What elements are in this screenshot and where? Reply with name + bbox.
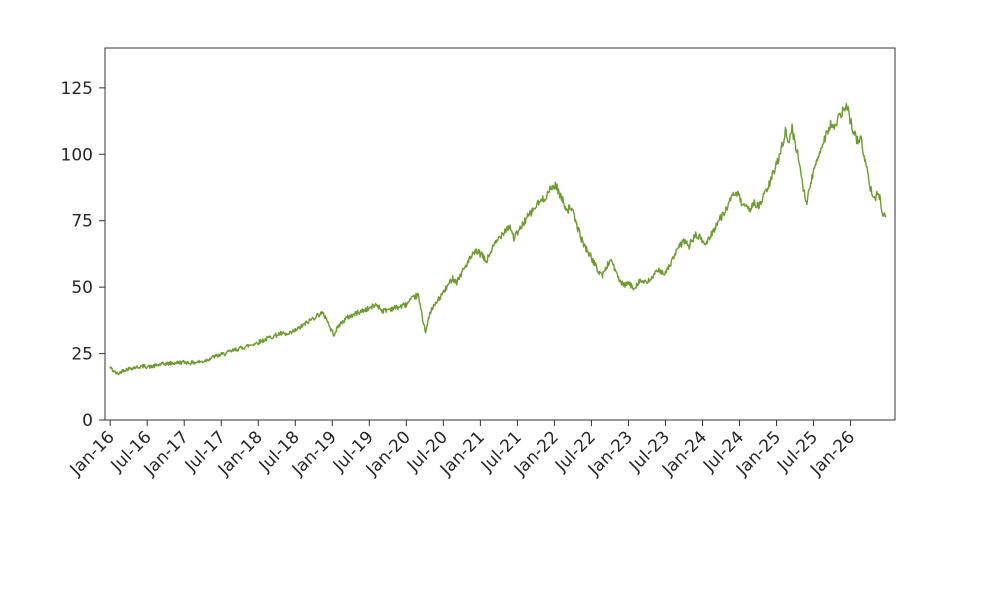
y-tick-label: 50 bbox=[71, 278, 93, 298]
data-series-line bbox=[109, 102, 887, 375]
y-tick-label: 25 bbox=[71, 345, 93, 365]
y-tick-label: 100 bbox=[61, 145, 93, 165]
x-axis-ticks: Jan-16Jul-16Jan-17Jul-17Jan-18Jul-18Jan-… bbox=[66, 420, 859, 480]
plot-frame bbox=[104, 47, 896, 421]
x-tick-label: Jan-16 bbox=[66, 427, 119, 480]
y-tick-label: 0 bbox=[82, 411, 93, 431]
y-tick-label: 125 bbox=[61, 79, 93, 99]
y-tick-label: 75 bbox=[71, 212, 93, 232]
y-axis-ticks: 0 25 50 75 100 125 bbox=[61, 79, 105, 431]
